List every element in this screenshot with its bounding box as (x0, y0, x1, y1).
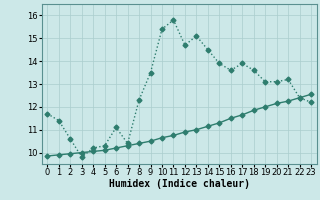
X-axis label: Humidex (Indice chaleur): Humidex (Indice chaleur) (109, 179, 250, 189)
